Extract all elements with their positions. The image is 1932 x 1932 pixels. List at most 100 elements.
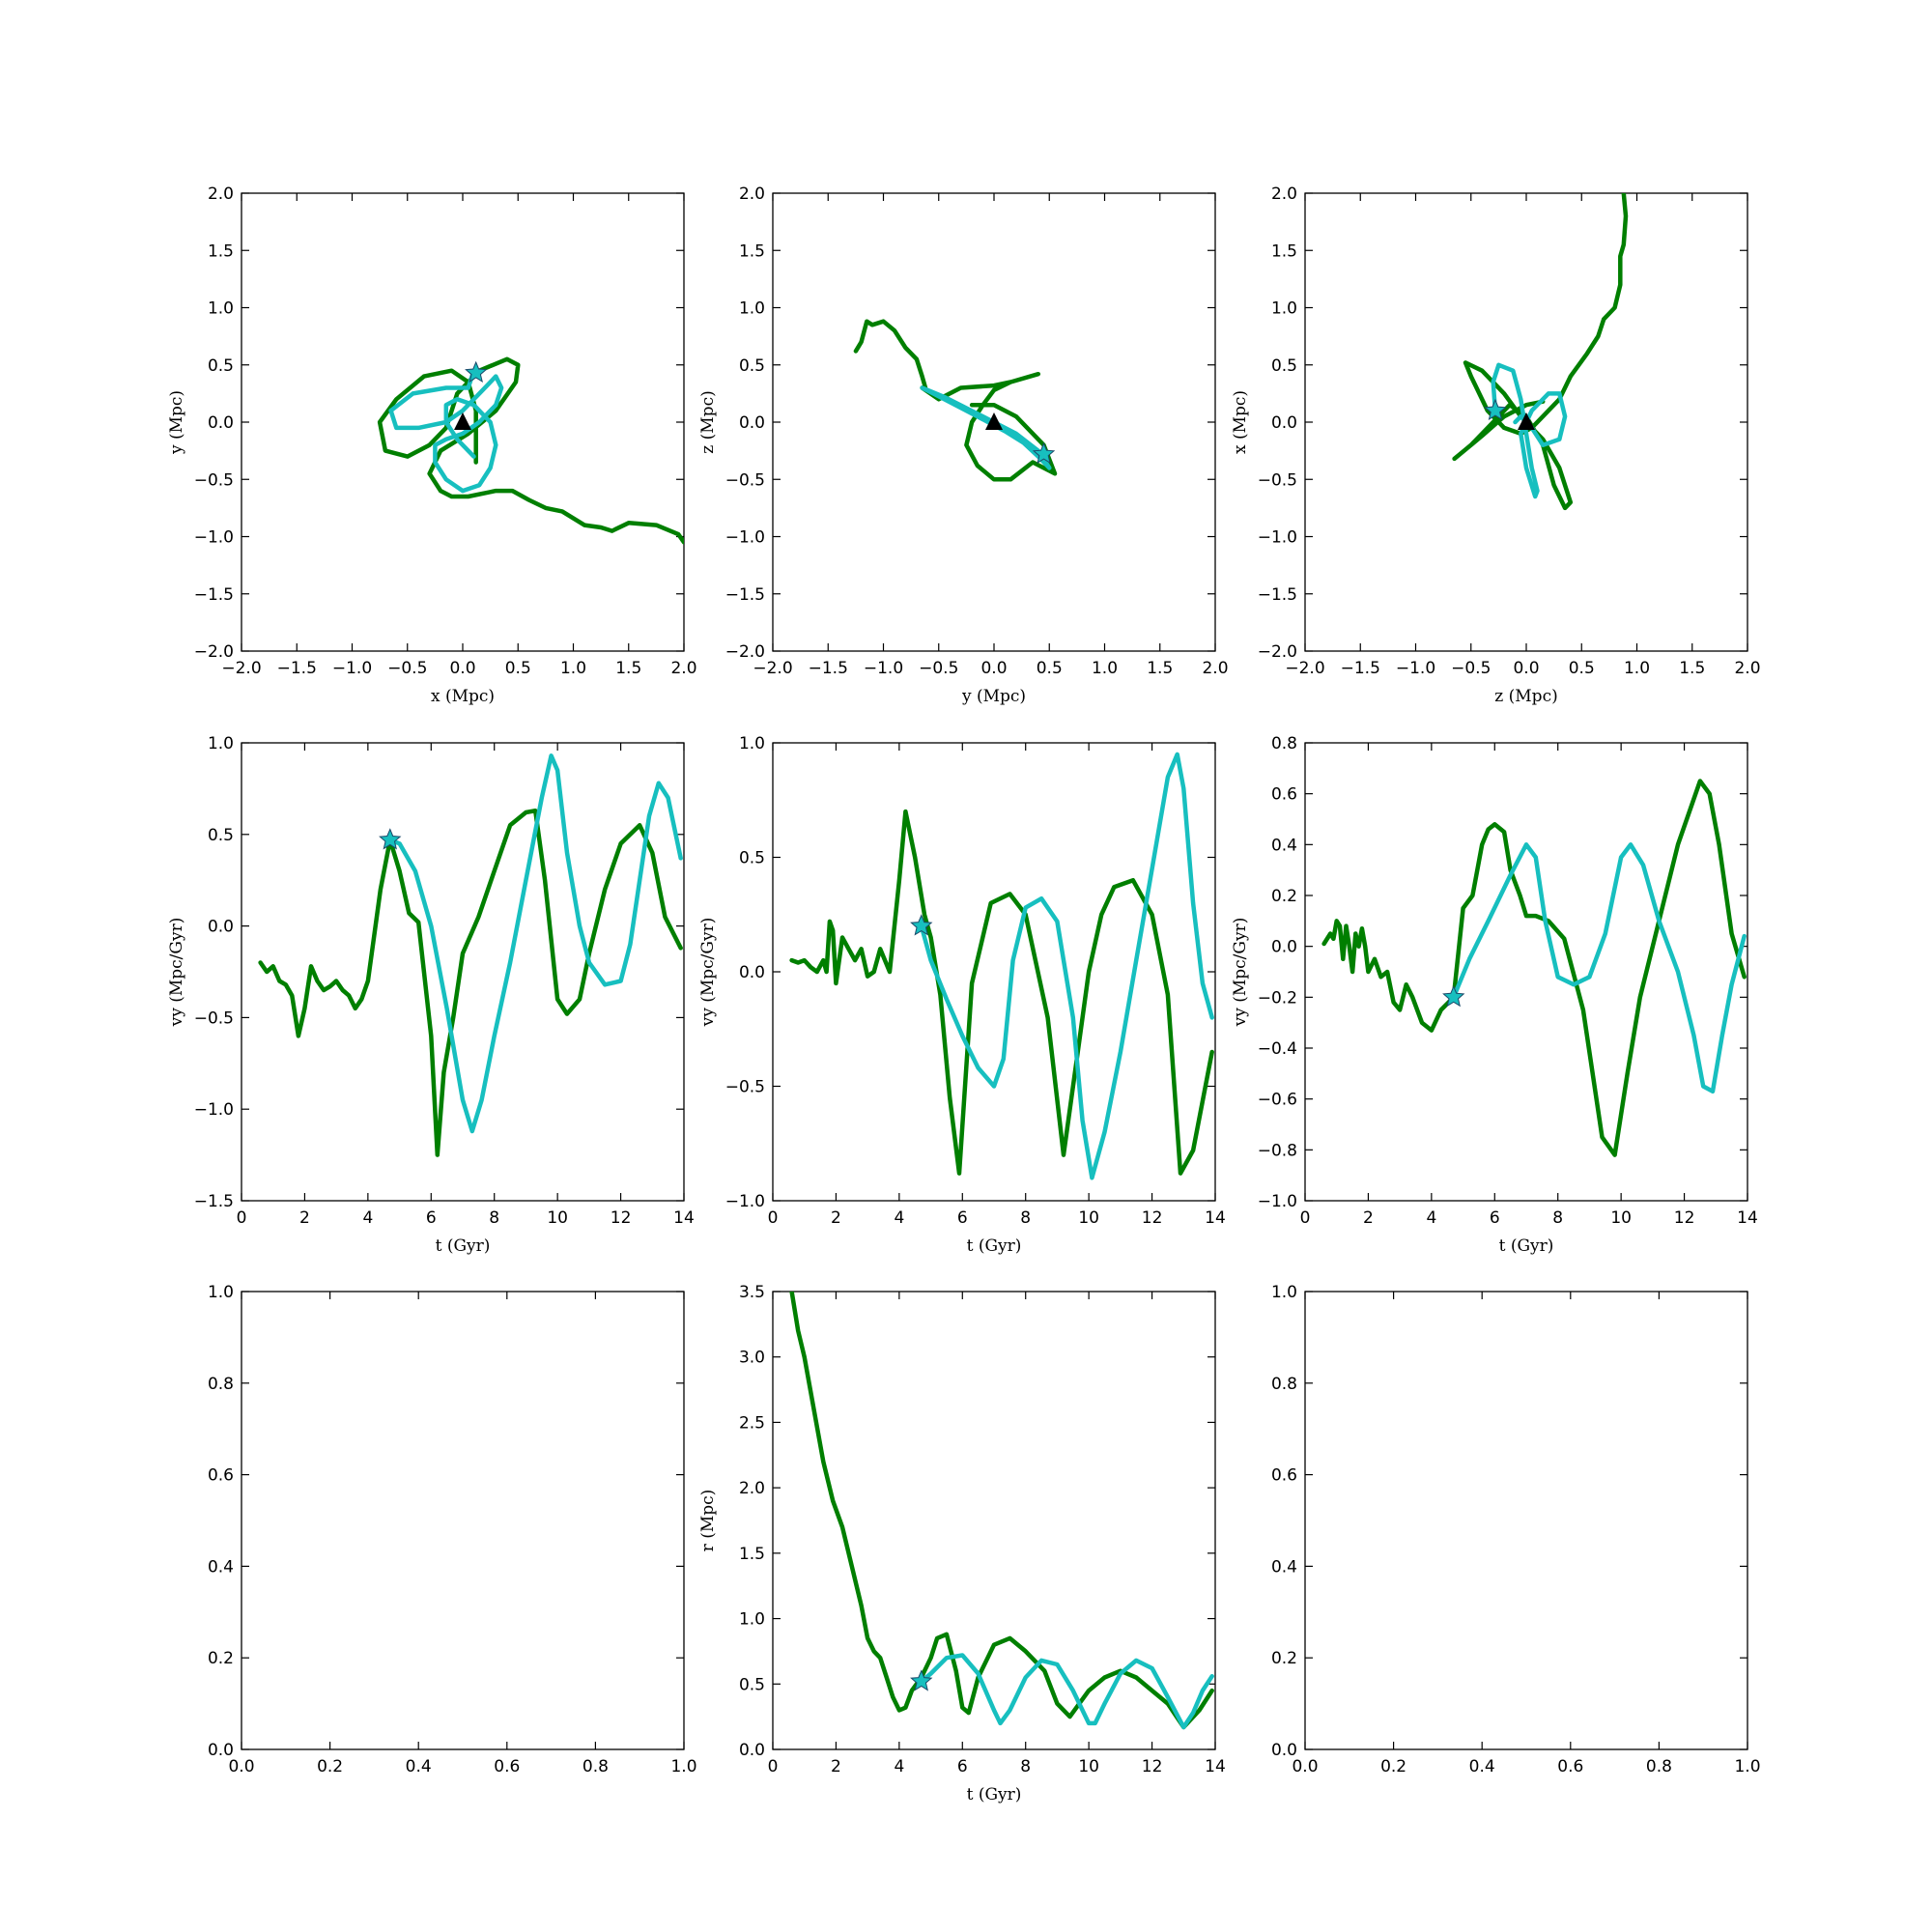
panel-6: 0 2 4 6 8 10 12 14 −1.0 −0.8 −0.6 −0.4 −0.2 0.0 0.2 0.4… (1231, 734, 1758, 1256)
y-tick-label: 0.4 (208, 1557, 234, 1577)
current-position-star-marker (910, 914, 933, 936)
x-tick-label: 4 (1426, 1208, 1436, 1228)
x-axis-label: t (Gyr) (1499, 1236, 1554, 1256)
x-tick-label: −2.0 (1285, 659, 1324, 678)
y-tick-label: −0.5 (725, 1078, 765, 1097)
y-tick-label: 2.0 (739, 1479, 765, 1498)
series-line-green (789, 1292, 1214, 1730)
x-tick-label: 2 (831, 1208, 841, 1228)
y-tick-label: −0.4 (1258, 1039, 1297, 1059)
x-tick-label: 14 (673, 1208, 695, 1228)
axes-frame (1304, 742, 1748, 1202)
x-tick-label: 0.8 (1646, 1757, 1672, 1776)
x-tick-label: 1.0 (1734, 1757, 1760, 1776)
x-tick-label: 12 (1142, 1208, 1163, 1228)
x-tick-label: −1.5 (277, 659, 317, 678)
x-tick-label: −2.0 (221, 659, 261, 678)
y-tick-label: 0.0 (739, 963, 765, 982)
x-tick-label: 0.0 (1513, 659, 1539, 678)
current-position-star-marker (1032, 441, 1056, 465)
x-tick-label: 12 (1674, 1208, 1695, 1228)
x-tick-label: −0.5 (387, 659, 427, 678)
y-tick-label: −0.2 (1258, 988, 1297, 1008)
x-tick-label: 10 (1078, 1757, 1099, 1776)
y-axis-label: vy (Mpc/Gyr) (698, 918, 718, 1028)
y-tick-label: 1.0 (739, 299, 765, 319)
plot-area (789, 1292, 1214, 1730)
y-tick-label: −1.5 (194, 1192, 234, 1211)
y-tick-label: 0.2 (1271, 887, 1297, 906)
x-tick-label: 1.0 (1092, 659, 1118, 678)
current-position-star-marker (910, 1669, 933, 1691)
x-tick-label: 4 (362, 1208, 373, 1228)
series-line-green (377, 356, 684, 545)
panel-8: 0 2 4 6 8 10 12 14 0.0 0.5 1.0 1.5 2.0 2.5 3.0 3.5 t (Gy… (698, 1283, 1226, 1804)
x-tick-label: 0.0 (1292, 1757, 1318, 1776)
axes-frame (772, 742, 1216, 1202)
y-tick-label: 0.0 (739, 1741, 765, 1760)
y-axis-label: z (Mpc) (698, 390, 718, 453)
y-axis-label: x (Mpc) (1231, 390, 1250, 454)
x-tick-label: 14 (1205, 1757, 1226, 1776)
y-tick-label: 2.0 (1271, 185, 1297, 204)
x-tick-label: 0 (237, 1208, 247, 1228)
y-tick-label: −1.5 (1258, 585, 1297, 605)
x-tick-label: 10 (1078, 1208, 1099, 1228)
x-tick-label: 0.5 (1569, 659, 1595, 678)
y-tick-label: 0.2 (1271, 1649, 1297, 1668)
panel-3: −2.0 −1.5 −1.0 −0.5 0.0 0.5 1.0 1.5 2.0−2.0−1.5−… (1231, 185, 1761, 706)
series-line-cyan (919, 1653, 1214, 1730)
y-axis-label: y (Mpc) (167, 390, 186, 455)
y-tick-label: 1.0 (208, 734, 234, 753)
x-tick-label: 4 (894, 1757, 904, 1776)
x-tick-label: 1.0 (560, 659, 586, 678)
y-tick-label: −1.0 (194, 528, 234, 548)
x-tick-label: 12 (1142, 1757, 1163, 1776)
y-tick-label: 2.0 (208, 185, 234, 204)
x-tick-label: 2.0 (1202, 659, 1228, 678)
y-tick-label: −0.5 (725, 470, 765, 490)
x-tick-label: 14 (1737, 1208, 1758, 1228)
x-tick-label: 10 (1610, 1208, 1632, 1228)
x-axis-label: x (Mpc) (431, 687, 495, 706)
x-tick-label: 10 (547, 1208, 568, 1228)
y-tick-label: 0.0 (1271, 1741, 1297, 1760)
y-tick-label: 0.2 (208, 1649, 234, 1668)
y-tick-label: 1.0 (739, 1610, 765, 1630)
current-position-star-marker (465, 360, 488, 383)
series-line-cyan (387, 753, 683, 1134)
y-tick-label: 0.4 (1271, 836, 1297, 855)
y-tick-label: 1.5 (1271, 242, 1297, 261)
x-tick-label: 8 (489, 1208, 499, 1228)
y-tick-label: 1.0 (208, 1283, 234, 1302)
y-tick-label: 0.5 (739, 1675, 765, 1694)
y-tick-label: −1.0 (725, 1192, 765, 1211)
y-tick-label: 0.5 (1271, 356, 1297, 376)
x-tick-label: −1.5 (809, 659, 848, 678)
y-tick-label: 0.8 (1271, 734, 1297, 753)
x-tick-label: −2.0 (753, 659, 792, 678)
y-tick-label: −1.0 (1258, 528, 1297, 548)
plot-area (258, 753, 683, 1157)
x-tick-label: 1.0 (670, 1757, 696, 1776)
y-tick-label: 3.0 (739, 1349, 765, 1368)
series-line-green (853, 319, 1058, 482)
plot-area (789, 752, 1214, 1180)
x-tick-label: −1.0 (332, 659, 372, 678)
y-tick-label: 1.0 (1271, 299, 1297, 319)
x-tick-label: 0.6 (494, 1757, 520, 1776)
x-tick-label: −0.5 (1451, 659, 1491, 678)
series-line-cyan (1491, 362, 1568, 499)
current-position-star-marker (1484, 398, 1507, 421)
y-tick-label: 0.5 (208, 356, 234, 376)
y-tick-label: −1.0 (1258, 1192, 1297, 1211)
y-tick-label: −0.8 (1258, 1141, 1297, 1160)
current-position-star-marker (1442, 985, 1465, 1008)
x-tick-label: −1.0 (864, 659, 903, 678)
y-tick-label: 0.5 (739, 849, 765, 868)
x-tick-label: 0.8 (582, 1757, 609, 1776)
x-tick-label: 0 (768, 1757, 779, 1776)
y-tick-label: −0.5 (1258, 470, 1297, 490)
panel-5: 0 2 4 6 8 10 12 14 −1.0 −0.5 0.0 0.5 1.0 t (Gyr) vy (M… (698, 734, 1226, 1256)
